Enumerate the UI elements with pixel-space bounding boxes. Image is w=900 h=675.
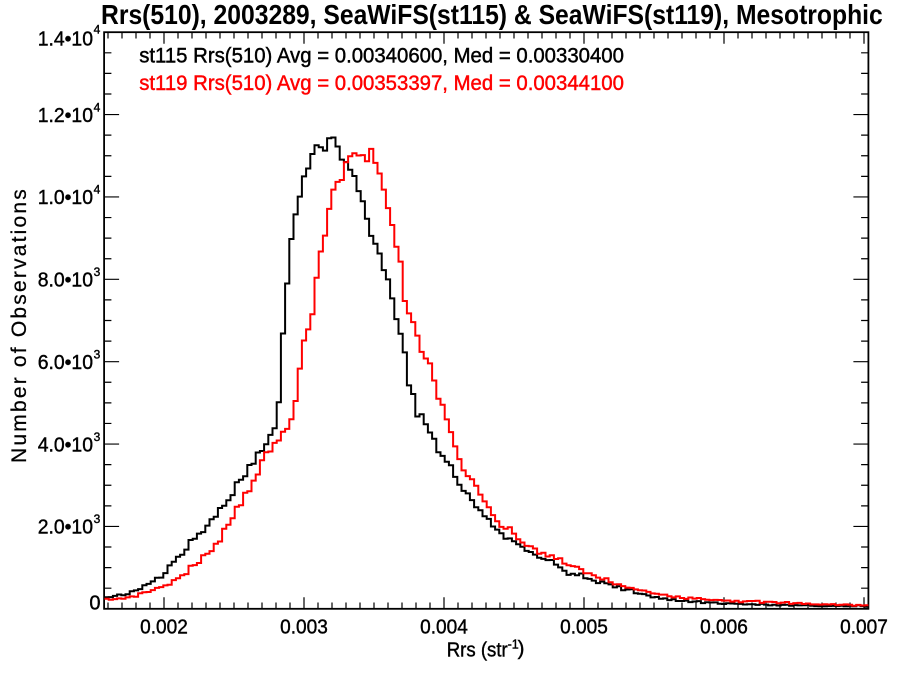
svg-text:4: 4	[94, 183, 101, 197]
svg-text:-1: -1	[508, 638, 519, 652]
svg-text:st119 Rrs(510) Avg = 0.0035339: st119 Rrs(510) Avg = 0.00353397, Med = 0…	[139, 72, 624, 95]
svg-text:Number of Observations: Number of Observations	[8, 187, 31, 463]
svg-text:1.0•10: 1.0•10	[38, 187, 93, 209]
svg-text:0.003: 0.003	[280, 616, 328, 639]
svg-text:4: 4	[94, 100, 101, 114]
svg-text:Rrs(510), 2003289, SeaWiFS(st1: Rrs(510), 2003289, SeaWiFS(st115) & SeaW…	[101, 0, 883, 31]
svg-text:0.007: 0.007	[840, 616, 888, 639]
svg-text:0.006: 0.006	[700, 616, 748, 639]
svg-text:0: 0	[89, 593, 100, 615]
svg-text:6.0•10: 6.0•10	[38, 352, 93, 374]
svg-text:0.005: 0.005	[560, 616, 608, 639]
svg-text:2.0•10: 2.0•10	[38, 516, 93, 538]
svg-text:3: 3	[94, 347, 101, 361]
svg-text:8.0•10: 8.0•10	[38, 269, 93, 291]
svg-text:1.2•10: 1.2•10	[38, 105, 93, 127]
svg-text:4.0•10: 4.0•10	[38, 434, 93, 456]
svg-text:1.4•10: 1.4•10	[38, 28, 93, 50]
svg-text:3: 3	[94, 265, 101, 279]
svg-text:): )	[518, 637, 525, 660]
svg-text:Rrs (str: Rrs (str	[447, 639, 508, 662]
svg-text:0.002: 0.002	[140, 616, 188, 639]
svg-text:4: 4	[94, 23, 101, 37]
svg-text:3: 3	[94, 430, 101, 444]
svg-text:st115 Rrs(510) Avg = 0.0034060: st115 Rrs(510) Avg = 0.00340600, Med = 0…	[139, 44, 624, 67]
svg-text:0.004: 0.004	[420, 616, 468, 639]
svg-text:3: 3	[94, 512, 101, 526]
